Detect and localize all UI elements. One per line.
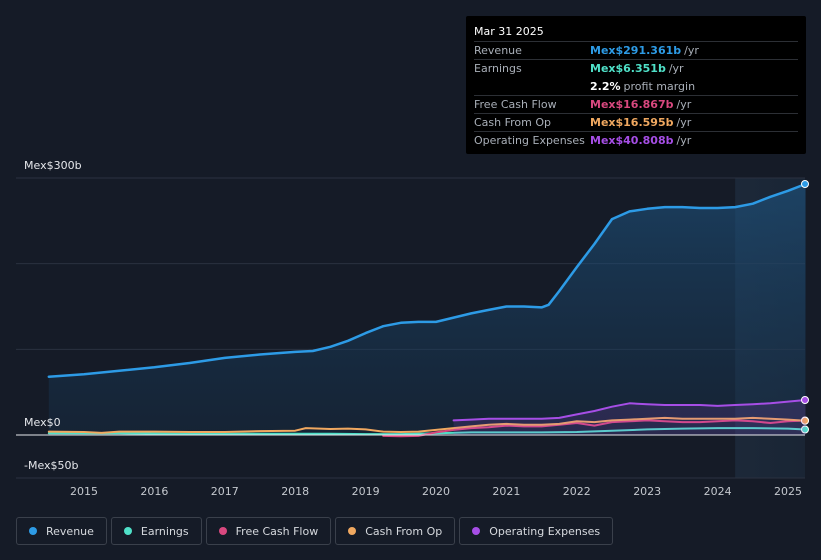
legend-label: Cash From Op xyxy=(365,524,443,538)
tooltip-unit: /yr xyxy=(668,62,684,75)
tooltip-panel: Mar 31 2025 Revenue Mex$291.361b /yr Ear… xyxy=(466,16,806,154)
series-endpoint-revenue xyxy=(801,180,809,188)
tooltip-row-earnings: Earnings Mex$6.351b /yr xyxy=(474,59,798,77)
series-line-revenue xyxy=(47,182,807,378)
series-endpoint-earnings xyxy=(801,425,809,434)
tooltip-unit: /yr xyxy=(676,134,692,147)
legend-dot-icon xyxy=(29,527,37,535)
tooltip-label: Revenue xyxy=(474,44,522,57)
series-line-cash-from-op xyxy=(47,416,807,434)
tooltip-value: Mex$6.351b xyxy=(590,62,666,75)
legend-item-free-cash-flow[interactable]: Free Cash Flow xyxy=(205,517,332,545)
x-tick-label: 2025 xyxy=(774,485,802,498)
series-line-earnings xyxy=(47,427,807,436)
series-line-free-cash-flow xyxy=(382,419,807,438)
legend-dot-icon xyxy=(348,527,357,535)
tooltip-label xyxy=(474,78,590,95)
series-endpoint-operating-expenses xyxy=(801,396,809,404)
series-line-operating-expenses xyxy=(452,399,807,422)
tooltip-unit: /yr xyxy=(676,116,692,129)
legend-dot-icon xyxy=(472,527,481,535)
y-label-zero: Mex$0 xyxy=(24,416,61,429)
tooltip-row-revenue: Revenue Mex$291.361b /yr xyxy=(474,41,798,59)
tooltip-date: Mar 31 2025 xyxy=(474,25,544,38)
legend-label: Revenue xyxy=(46,524,94,538)
tooltip-row-operating-expenses: Operating Expenses Mex$40.808b /yr xyxy=(474,131,798,149)
tooltip-row-free-cash-flow: Free Cash Flow Mex$16.867b /yr xyxy=(474,95,798,113)
tooltip-value: Mex$40.808b xyxy=(590,134,674,147)
legend-dot-icon xyxy=(123,527,132,535)
tooltip-label: Cash From Op xyxy=(474,116,552,129)
legend-item-revenue[interactable]: Revenue xyxy=(16,517,107,545)
x-tick-label: 2018 xyxy=(281,485,310,498)
tooltip-row-margin: 2.2% profit margin xyxy=(474,77,798,95)
x-tick-label: 2017 xyxy=(210,485,239,498)
legend: Revenue Earnings Free Cash Flow Cash Fro… xyxy=(16,517,614,545)
tooltip-value: Mex$16.595b xyxy=(590,116,674,129)
x-tick-label: 2020 xyxy=(422,485,450,498)
tooltip-label: Free Cash Flow xyxy=(474,98,557,111)
x-tick-label: 2019 xyxy=(351,485,380,498)
x-tick-label: 2022 xyxy=(562,485,591,498)
y-label-top: Mex$300b xyxy=(24,159,82,172)
tooltip-unit: /yr xyxy=(676,98,692,111)
legend-label: Earnings xyxy=(140,524,189,538)
tooltip-label: Earnings xyxy=(474,62,522,75)
legend-dot-icon xyxy=(218,527,227,535)
tooltip-unit: profit margin xyxy=(623,80,696,93)
series-endpoint-cash-from-op xyxy=(801,416,809,425)
y-label-bottom: -Mex$50b xyxy=(24,459,79,472)
legend-label: Operating Expenses xyxy=(489,524,601,538)
tooltip-row-cash-from-op: Cash From Op Mex$16.595b /yr xyxy=(474,113,798,131)
legend-item-earnings[interactable]: Earnings xyxy=(110,517,202,545)
legend-item-cash-from-op[interactable]: Cash From Op xyxy=(335,517,456,545)
series-area-operating-expenses xyxy=(453,400,806,435)
x-tick-label: 2016 xyxy=(140,485,169,498)
legend-label: Free Cash Flow xyxy=(235,524,319,538)
legend-item-operating-expenses[interactable]: Operating Expenses xyxy=(459,517,614,545)
tooltip-value: 2.2% xyxy=(590,80,621,93)
series-area-revenue xyxy=(48,184,806,435)
x-tick-label: 2015 xyxy=(70,485,98,498)
x-tick-label: 2023 xyxy=(633,485,662,498)
tooltip-label: Operating Expenses xyxy=(474,134,585,147)
tooltip-value: Mex$16.867b xyxy=(590,98,674,111)
x-tick-label: 2024 xyxy=(703,485,732,498)
x-tick-label: 2021 xyxy=(492,485,521,498)
tooltip-unit: /yr xyxy=(684,44,699,57)
tooltip-value: Mex$291.361b xyxy=(590,44,682,57)
